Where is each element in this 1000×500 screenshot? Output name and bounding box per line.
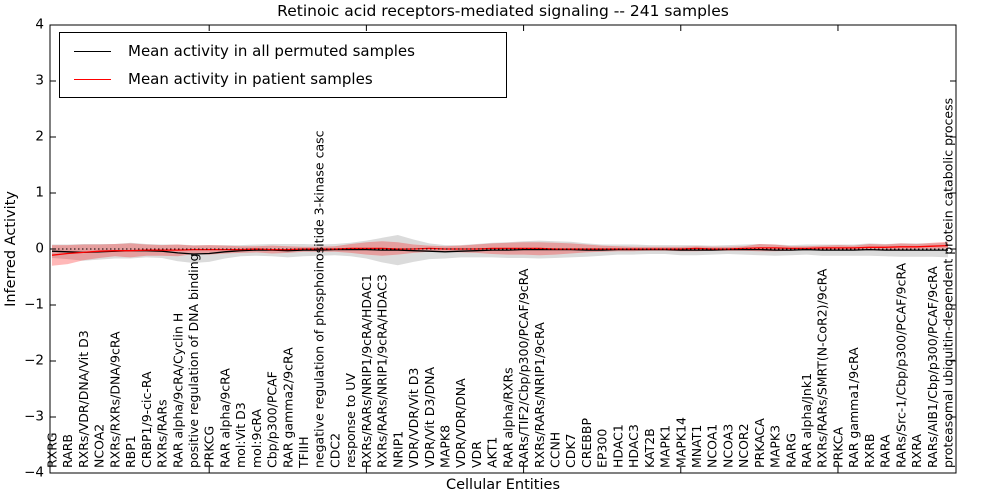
x-axis-label: Cellular Entities xyxy=(445,477,561,493)
mean-line-permuted xyxy=(51,248,948,255)
x-category-label: mol:9cRA xyxy=(249,408,264,468)
legend-line-sample-red xyxy=(74,78,111,80)
x-category-label: MAPK14 xyxy=(673,417,688,468)
x-category-label: VDR xyxy=(469,441,484,468)
x-category-label: RAR alpha/RXRs xyxy=(500,367,515,468)
x-category-label: PRKCA xyxy=(831,427,846,468)
x-category-label: RXRB xyxy=(862,433,877,468)
legend-entry-permuted: Mean activity in all permuted samples xyxy=(60,39,415,63)
x-category-label: PRKACA xyxy=(752,418,767,468)
x-category-label: MAPK1 xyxy=(658,425,673,468)
x-category-label: EP300 xyxy=(595,429,610,468)
legend: Mean activity in all permuted samples Me… xyxy=(59,32,507,98)
mean-line-patient xyxy=(51,244,949,256)
x-category-label: VDR/Vit D3/DNA xyxy=(422,367,437,468)
x-category-label: RBP1 xyxy=(123,435,138,468)
x-category-label: MNAT1 xyxy=(689,425,704,468)
y-tick-label: 2 xyxy=(35,128,44,145)
y-tick-label: −2 xyxy=(24,352,44,369)
x-category-label: CCNH xyxy=(548,432,563,468)
y-tick-label: −4 xyxy=(24,464,44,481)
x-category-label: CREBBP xyxy=(579,418,594,468)
x-category-label: NCOR2 xyxy=(736,423,751,468)
x-category-label: positive regulation of DNA binding xyxy=(186,253,201,468)
x-category-label: MAPK3 xyxy=(768,425,783,468)
x-category-label: KAT2B xyxy=(642,428,657,468)
y-tick-label: −1 xyxy=(24,296,44,313)
x-category-label: RXRs/RARs/NRIP1/9cRA/HDAC3 xyxy=(375,274,390,468)
legend-label: Mean activity in all permuted samples xyxy=(128,42,415,60)
x-category-label: CRBP1/9-cic-RA xyxy=(139,371,154,468)
x-category-label: CDK7 xyxy=(563,433,578,468)
x-category-label: PRKCG xyxy=(202,426,217,468)
x-category-label: RARs/AIB1/Cbp/p300/PCAF/9cRA xyxy=(925,266,940,468)
y-tick-label: 0 xyxy=(35,240,44,257)
x-category-label: RARB xyxy=(60,434,75,468)
x-category-label: RARA xyxy=(878,434,893,468)
legend-line-sample-black xyxy=(74,50,111,52)
x-category-label: VDR/VDR/Vit D3 xyxy=(406,368,421,468)
x-category-label: NCOA3 xyxy=(720,424,735,468)
chart-title: Retinoic acid receptors-mediated signali… xyxy=(277,2,729,20)
x-category-label: HDAC3 xyxy=(626,424,641,468)
x-category-label: HDAC1 xyxy=(610,424,625,468)
legend-entry-patient: Mean activity in patient samples xyxy=(60,67,373,91)
x-category-label: RAR alpha/9cRA/Cyclin H xyxy=(170,313,185,468)
y-tick-label: 4 xyxy=(35,16,44,33)
x-category-label: RXRs/VDR/DNA/Vit D3 xyxy=(76,330,91,468)
x-category-label: RARs/TIF2/Cbp/p300/PCAF/9cRA xyxy=(516,268,531,468)
y-tick-label: 3 xyxy=(35,72,44,89)
x-category-label: NRIP1 xyxy=(390,431,405,468)
x-category-label: proteasomal ubiquitin-dependent protein … xyxy=(941,98,956,468)
x-category-label: MAPK8 xyxy=(438,425,453,468)
x-category-label: TFIIH xyxy=(296,436,311,469)
confidence-band-patient xyxy=(52,241,948,266)
x-category-label: RXRs/RARs/NRIP1/9cRA/HDAC1 xyxy=(359,274,374,468)
y-tick-label: 1 xyxy=(35,184,44,201)
x-category-label: RXRA xyxy=(909,434,924,468)
x-category-label: RARs/Src-1/Cbp/p300/PCAF/9cRA xyxy=(893,262,908,468)
x-category-label: RARG xyxy=(783,433,798,468)
x-category-label: RXRs/RARs xyxy=(155,399,170,468)
x-category-label: mol:Vit D3 xyxy=(233,402,248,468)
x-category-label: RAR gamma1/9cRA xyxy=(846,347,861,468)
y-tick-label: −3 xyxy=(24,408,44,425)
legend-label: Mean activity in patient samples xyxy=(128,70,373,88)
x-category-label: CDC2 xyxy=(327,433,342,468)
x-category-label: response to UV xyxy=(343,373,358,468)
x-category-label: RXRG xyxy=(45,432,60,468)
x-category-label: RAR alpha/Jnk1 xyxy=(799,373,814,468)
x-category-label: negative regulation of phosphoinositide … xyxy=(312,130,327,468)
x-category-label: VDR/VDR/DNA xyxy=(453,378,468,468)
x-category-label: Cbp/p300/PCAF xyxy=(265,371,280,468)
x-category-label: NCOA2 xyxy=(92,424,107,468)
x-category-label: RXRs/RARs/NRIP1/9cRA xyxy=(532,322,547,468)
x-category-label: RXRs/RXRs/DNA/9cRA xyxy=(107,331,122,468)
x-category-label: RAR alpha/9cRA xyxy=(217,368,232,468)
x-category-label: AKT1 xyxy=(485,437,500,468)
x-category-label: NCOA1 xyxy=(705,424,720,468)
x-category-label: RAR gamma2/9cRA xyxy=(280,347,295,468)
x-category-label: RXRs/RARs/SMRT(N-CoR2)/9cRA xyxy=(815,268,830,468)
